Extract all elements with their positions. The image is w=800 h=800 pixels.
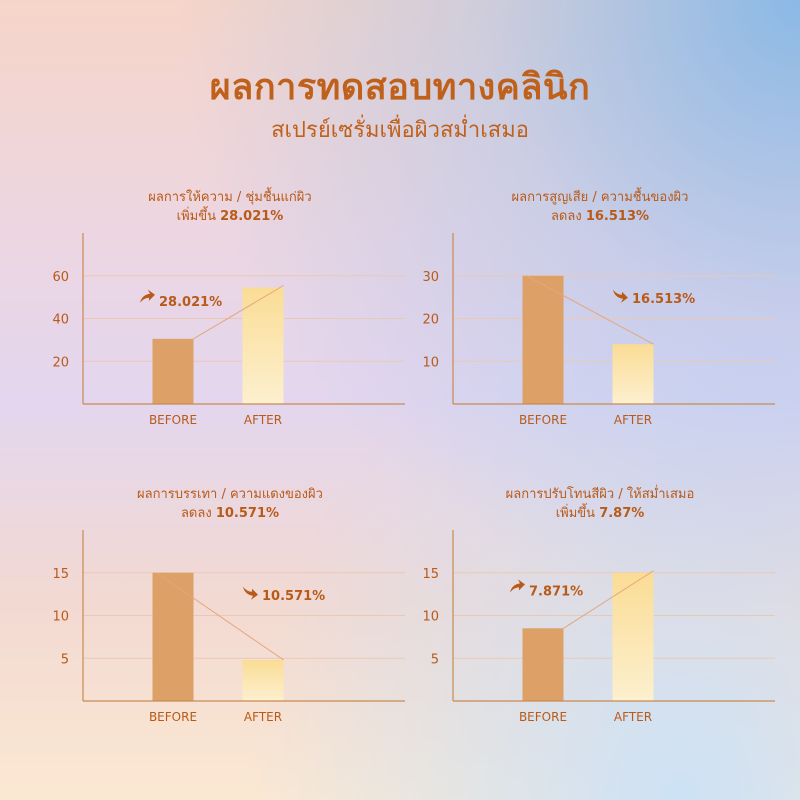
chart-title-text: ผลการบรรเทา / ความแดงของผิว [137,487,323,502]
y-tick-label: 20 [422,313,439,328]
x-tick-label: BEFORE [149,710,197,724]
chart-subtitle-value: 28.021% [220,209,284,224]
trend-line [526,275,654,345]
chart-subtitle: ลดลง 10.571% [40,504,420,523]
bar-chart: 5 10 15 BEFORE AFTER 10.571% [52,530,405,724]
x-tick-label: BEFORE [519,710,567,724]
page-subtitle: สเปรย์เซรั่มเพื่อผิวสม่ำเสมอ [271,118,529,143]
bar-chart: 20 40 60 BEFORE AFTER 28.021% [52,233,405,427]
bar-after [612,344,654,404]
y-tick-label: 5 [61,652,69,667]
y-tick-label: 10 [422,610,439,625]
x-tick-label: AFTER [244,710,282,724]
chart-subtitle-value: 10.571% [215,506,280,521]
bar-after [612,572,654,701]
bar-chart: 10 20 30 BEFORE AFTER 16.513% [422,233,775,427]
chart-subtitle-value: 7.87% [599,506,645,521]
y-tick-label: 10 [52,610,69,625]
y-tick-label: 60 [52,270,69,285]
trend-up-arrow-icon [140,289,155,303]
trend-up-arrow-icon [510,579,525,593]
bar-before [152,572,194,701]
bar-before [522,628,564,701]
chart-subtitle-prefix: เพิ่มขึ้น [555,506,596,521]
bar-after [242,659,284,701]
change-label: 28.021% [159,295,222,310]
chart-subtitle-prefix: ลดลง [550,209,582,224]
chart-subtitle: เพิ่มขึ้น 7.87% [410,504,790,523]
trend-line [563,570,654,629]
y-tick-label: 10 [422,355,439,370]
chart-panel-skin-tone: ผลการปรับโทนสีผิว / ให้สม่ำเสมอ เพิ่มขึ้… [410,485,790,745]
trend-down-arrow-icon [613,289,628,303]
y-tick-label: 5 [431,652,439,667]
change-label: 7.871% [529,584,583,599]
chart-subtitle: เพิ่มขึ้น 28.021% [40,207,420,226]
chart-title: ผลการปรับโทนสีผิว / ให้สม่ำเสมอ เพิ่มขึ้… [410,485,790,523]
chart-subtitle-prefix: ลดลง [180,506,212,521]
x-tick-label: BEFORE [149,413,197,427]
chart-panel-redness: ผลการบรรเทา / ความแดงของผิว ลดลง 10.571%… [40,485,420,745]
change-label: 16.513% [632,292,695,307]
bar-after [242,287,284,404]
chart-panel-moisture: ผลการให้ความ / ชุ่มชื้นแก่ผิว เพิ่มขึ้น … [40,188,420,448]
y-tick-label: 20 [52,355,69,370]
chart-title-text: ผลการปรับโทนสีผิว / ให้สม่ำเสมอ [505,487,695,502]
chart-title-text: ผลการให้ความ / ชุ่มชื้นแก่ผิว [148,190,312,205]
bar-before [152,338,194,404]
bar-before [522,275,564,404]
trend-down-arrow-icon [243,586,258,600]
x-tick-label: AFTER [244,413,282,427]
y-tick-label: 30 [422,270,439,285]
bar-chart: 5 10 15 BEFORE AFTER 7.871% [422,530,775,724]
x-tick-label: BEFORE [519,413,567,427]
chart-subtitle-value: 16.513% [585,209,650,224]
y-tick-label: 40 [52,313,69,328]
x-tick-label: AFTER [614,413,652,427]
trend-line [156,572,284,661]
chart-title: ผลการให้ความ / ชุ่มชื้นแก่ผิว เพิ่มขึ้น … [40,188,420,226]
chart-title: ผลการสูญเสีย / ความชื้นของผิว ลดลง 16.51… [410,188,790,226]
page-title: ผลการทดสอบทางคลินิก [209,67,591,108]
trend-line [193,285,284,340]
chart-subtitle: ลดลง 16.513% [410,207,790,226]
chart-title-text: ผลการสูญเสีย / ความชื้นของผิว [511,190,689,205]
y-tick-label: 15 [52,567,69,582]
change-label: 10.571% [262,589,325,604]
chart-panel-moisture-loss: ผลการสูญเสีย / ความชื้นของผิว ลดลง 16.51… [410,188,790,448]
chart-subtitle-prefix: เพิ่มขึ้น [176,209,216,224]
chart-title: ผลการบรรเทา / ความแดงของผิว ลดลง 10.571% [40,485,420,523]
x-tick-label: AFTER [614,710,652,724]
y-tick-label: 15 [422,567,439,582]
